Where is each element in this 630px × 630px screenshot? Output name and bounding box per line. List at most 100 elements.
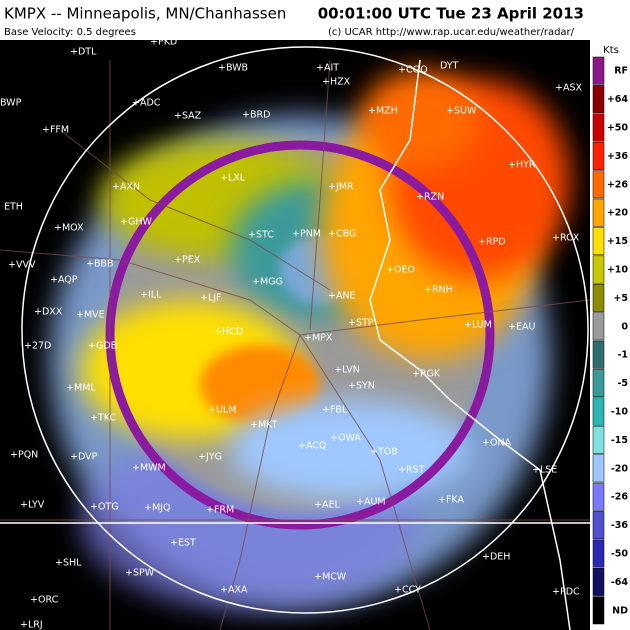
station-label: +OWA (330, 433, 361, 444)
station-label: +AEL (314, 500, 340, 511)
station-label: +ILL (140, 290, 162, 301)
station-label: +DXX (34, 307, 63, 318)
legend-swatch (592, 141, 605, 170)
station-label: +TKC (90, 413, 116, 424)
station-label: +AQP (50, 275, 78, 286)
legend-swatch (592, 369, 605, 398)
legend-label: -5 (617, 378, 628, 389)
legend-swatch (592, 227, 605, 256)
legend-label: -26 (611, 492, 629, 503)
station-label: +STC (248, 230, 274, 241)
station-label: +MOX (54, 223, 84, 234)
legend-label: +20 (607, 208, 629, 219)
station-label: +SYN (348, 381, 375, 392)
legend-swatch (592, 255, 605, 284)
station-label: +FRM (206, 505, 234, 516)
station-label: +ACQ (298, 441, 326, 452)
station-label: +MZH (368, 106, 398, 117)
legend-unit: Kts (603, 45, 619, 56)
legend-swatch (592, 283, 605, 312)
station-label: +PQN (10, 450, 38, 461)
station-label: +TOB (370, 447, 398, 458)
legend-label: 0 (621, 321, 628, 332)
station-label: +HZX (322, 77, 351, 88)
credit: (c) UCAR http://www.rap.ucar.edu/weather… (328, 27, 575, 38)
station-label: +BRD (242, 110, 270, 121)
legend-swatch (592, 56, 605, 85)
station-label: +ANE (328, 291, 356, 302)
legend-swatch (592, 454, 605, 483)
station-label: +VVV (8, 260, 36, 271)
station-label: +BWB (218, 63, 248, 74)
legend-label: -64 (611, 577, 629, 588)
station-label: +DEH (482, 552, 510, 563)
station-label: +RGK (412, 369, 441, 380)
legend-label: RF (614, 66, 628, 77)
station-label: +JMR (328, 182, 354, 193)
station-label: +MML (66, 383, 96, 394)
station-label: +AIT (316, 63, 339, 74)
legend-label: +36 (607, 151, 629, 162)
station-label: +LXL (220, 173, 246, 184)
station-label: +ASX (555, 83, 582, 94)
legend-swatch (592, 312, 605, 341)
legend-label: -15 (611, 435, 628, 446)
station-label: +PEX (174, 255, 201, 266)
station-label: +RCX (552, 233, 580, 244)
legend-swatch (592, 482, 605, 511)
station-label: +PNM (292, 229, 321, 240)
station-label: +MVE (76, 310, 105, 321)
header-bar (0, 0, 630, 40)
station-label: +BBB (86, 259, 114, 270)
station-label: +MKT (250, 420, 278, 431)
legend-swatch (592, 596, 605, 625)
station-label: +RST (398, 465, 425, 476)
station-label: +CCY (394, 585, 421, 596)
legend-swatch (592, 85, 605, 114)
station-label: +LVN (334, 365, 360, 376)
legend-label: -36 (611, 520, 629, 531)
station-label: +DTL (70, 47, 97, 58)
station-label: +LYV (20, 500, 45, 511)
station-label: +AXA (220, 585, 248, 596)
legend-swatch (592, 170, 605, 199)
station-label: +RPD (478, 237, 506, 248)
station-label: +AXN (112, 182, 140, 193)
station-label: +EAU (508, 322, 535, 333)
station-label: +DVP (70, 452, 98, 463)
legend-swatch (592, 425, 605, 454)
station-label: +GDB (88, 341, 117, 352)
subtitle: Base Velocity: 0.5 degrees (4, 27, 136, 38)
legend-swatch (592, 397, 605, 426)
station-label: +LUM (464, 320, 492, 331)
station-label: +HCD (214, 327, 243, 338)
echoes (0, 46, 590, 630)
station-label: +SHL (55, 558, 82, 569)
station-label: +HYR (508, 160, 536, 171)
legend-label: -10 (611, 407, 629, 418)
station-label: +MCW (314, 572, 347, 583)
station-label: +FFM (42, 125, 69, 136)
station-label: +RNH (424, 285, 453, 296)
legend-label: -1 (617, 350, 628, 361)
title: KMPX -- Minneapolis, MN/Chanhassen (4, 5, 286, 23)
legend-swatch (592, 511, 605, 540)
station-label: +FBL (322, 405, 348, 416)
station-label: +LJF (200, 293, 222, 304)
station-label: ETH (4, 202, 23, 213)
legend-label: -20 (611, 463, 629, 474)
station-label: +ONA (482, 438, 512, 449)
legend-swatch (592, 539, 605, 568)
legend-swatch (592, 340, 605, 369)
legend-label: -50 (611, 549, 629, 560)
station-label: +MWM (132, 463, 166, 474)
station-label: +27D (24, 341, 51, 352)
station-label: +OEO (386, 265, 415, 276)
station-label: +EST (170, 538, 196, 549)
station-label: DYT (440, 61, 459, 72)
station-label: +FKA (438, 495, 464, 506)
station-label: +MJQ (144, 503, 170, 514)
legend-label: +50 (607, 123, 629, 134)
